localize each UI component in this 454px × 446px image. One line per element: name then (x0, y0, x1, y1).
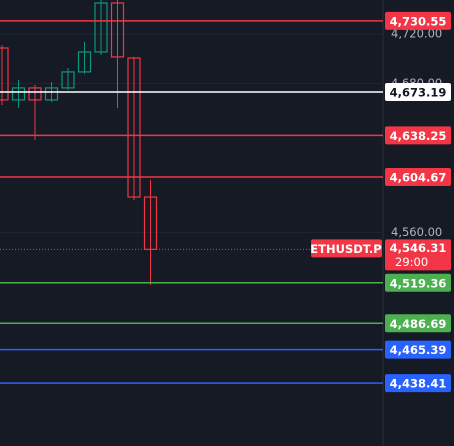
price-label: 4,519.36 (390, 276, 447, 290)
price-label: 4,673.19 (390, 86, 447, 100)
y-tick-label: 4,720.00 (391, 26, 442, 40)
candle-body (94, 2, 108, 53)
countdown-label: 29:00 (395, 255, 428, 269)
symbol-label: ETHUSDT.P (310, 242, 381, 256)
symbol-box (311, 239, 382, 258)
candle-body (11, 87, 26, 101)
price-label-box (385, 83, 451, 102)
price-label-box (385, 273, 451, 292)
price-label: 4,438.41 (390, 377, 447, 391)
candle-body (77, 51, 92, 73)
price-label-box (385, 126, 451, 145)
candle-body (61, 71, 75, 89)
price-label-box (385, 374, 451, 393)
price-label: 4,604.67 (390, 170, 447, 184)
price-label-box (385, 167, 451, 186)
price-label-box (385, 314, 451, 333)
price-label-box (385, 340, 451, 359)
current-price-label: 4,546.31 (390, 241, 447, 255)
candle-body (44, 87, 59, 101)
price-label: 4,730.55 (390, 14, 447, 28)
candle-body (0, 47, 9, 101)
price-label: 4,486.69 (390, 317, 447, 331)
price-label-box (385, 11, 451, 30)
candle-body (110, 2, 125, 58)
candle-body (28, 87, 42, 101)
price-label: 4,638.25 (390, 129, 447, 143)
candle-body (127, 57, 141, 198)
price-label: 4,465.39 (390, 343, 447, 357)
y-tick-label: 4,560.00 (391, 225, 442, 239)
current-price-box (385, 239, 451, 271)
